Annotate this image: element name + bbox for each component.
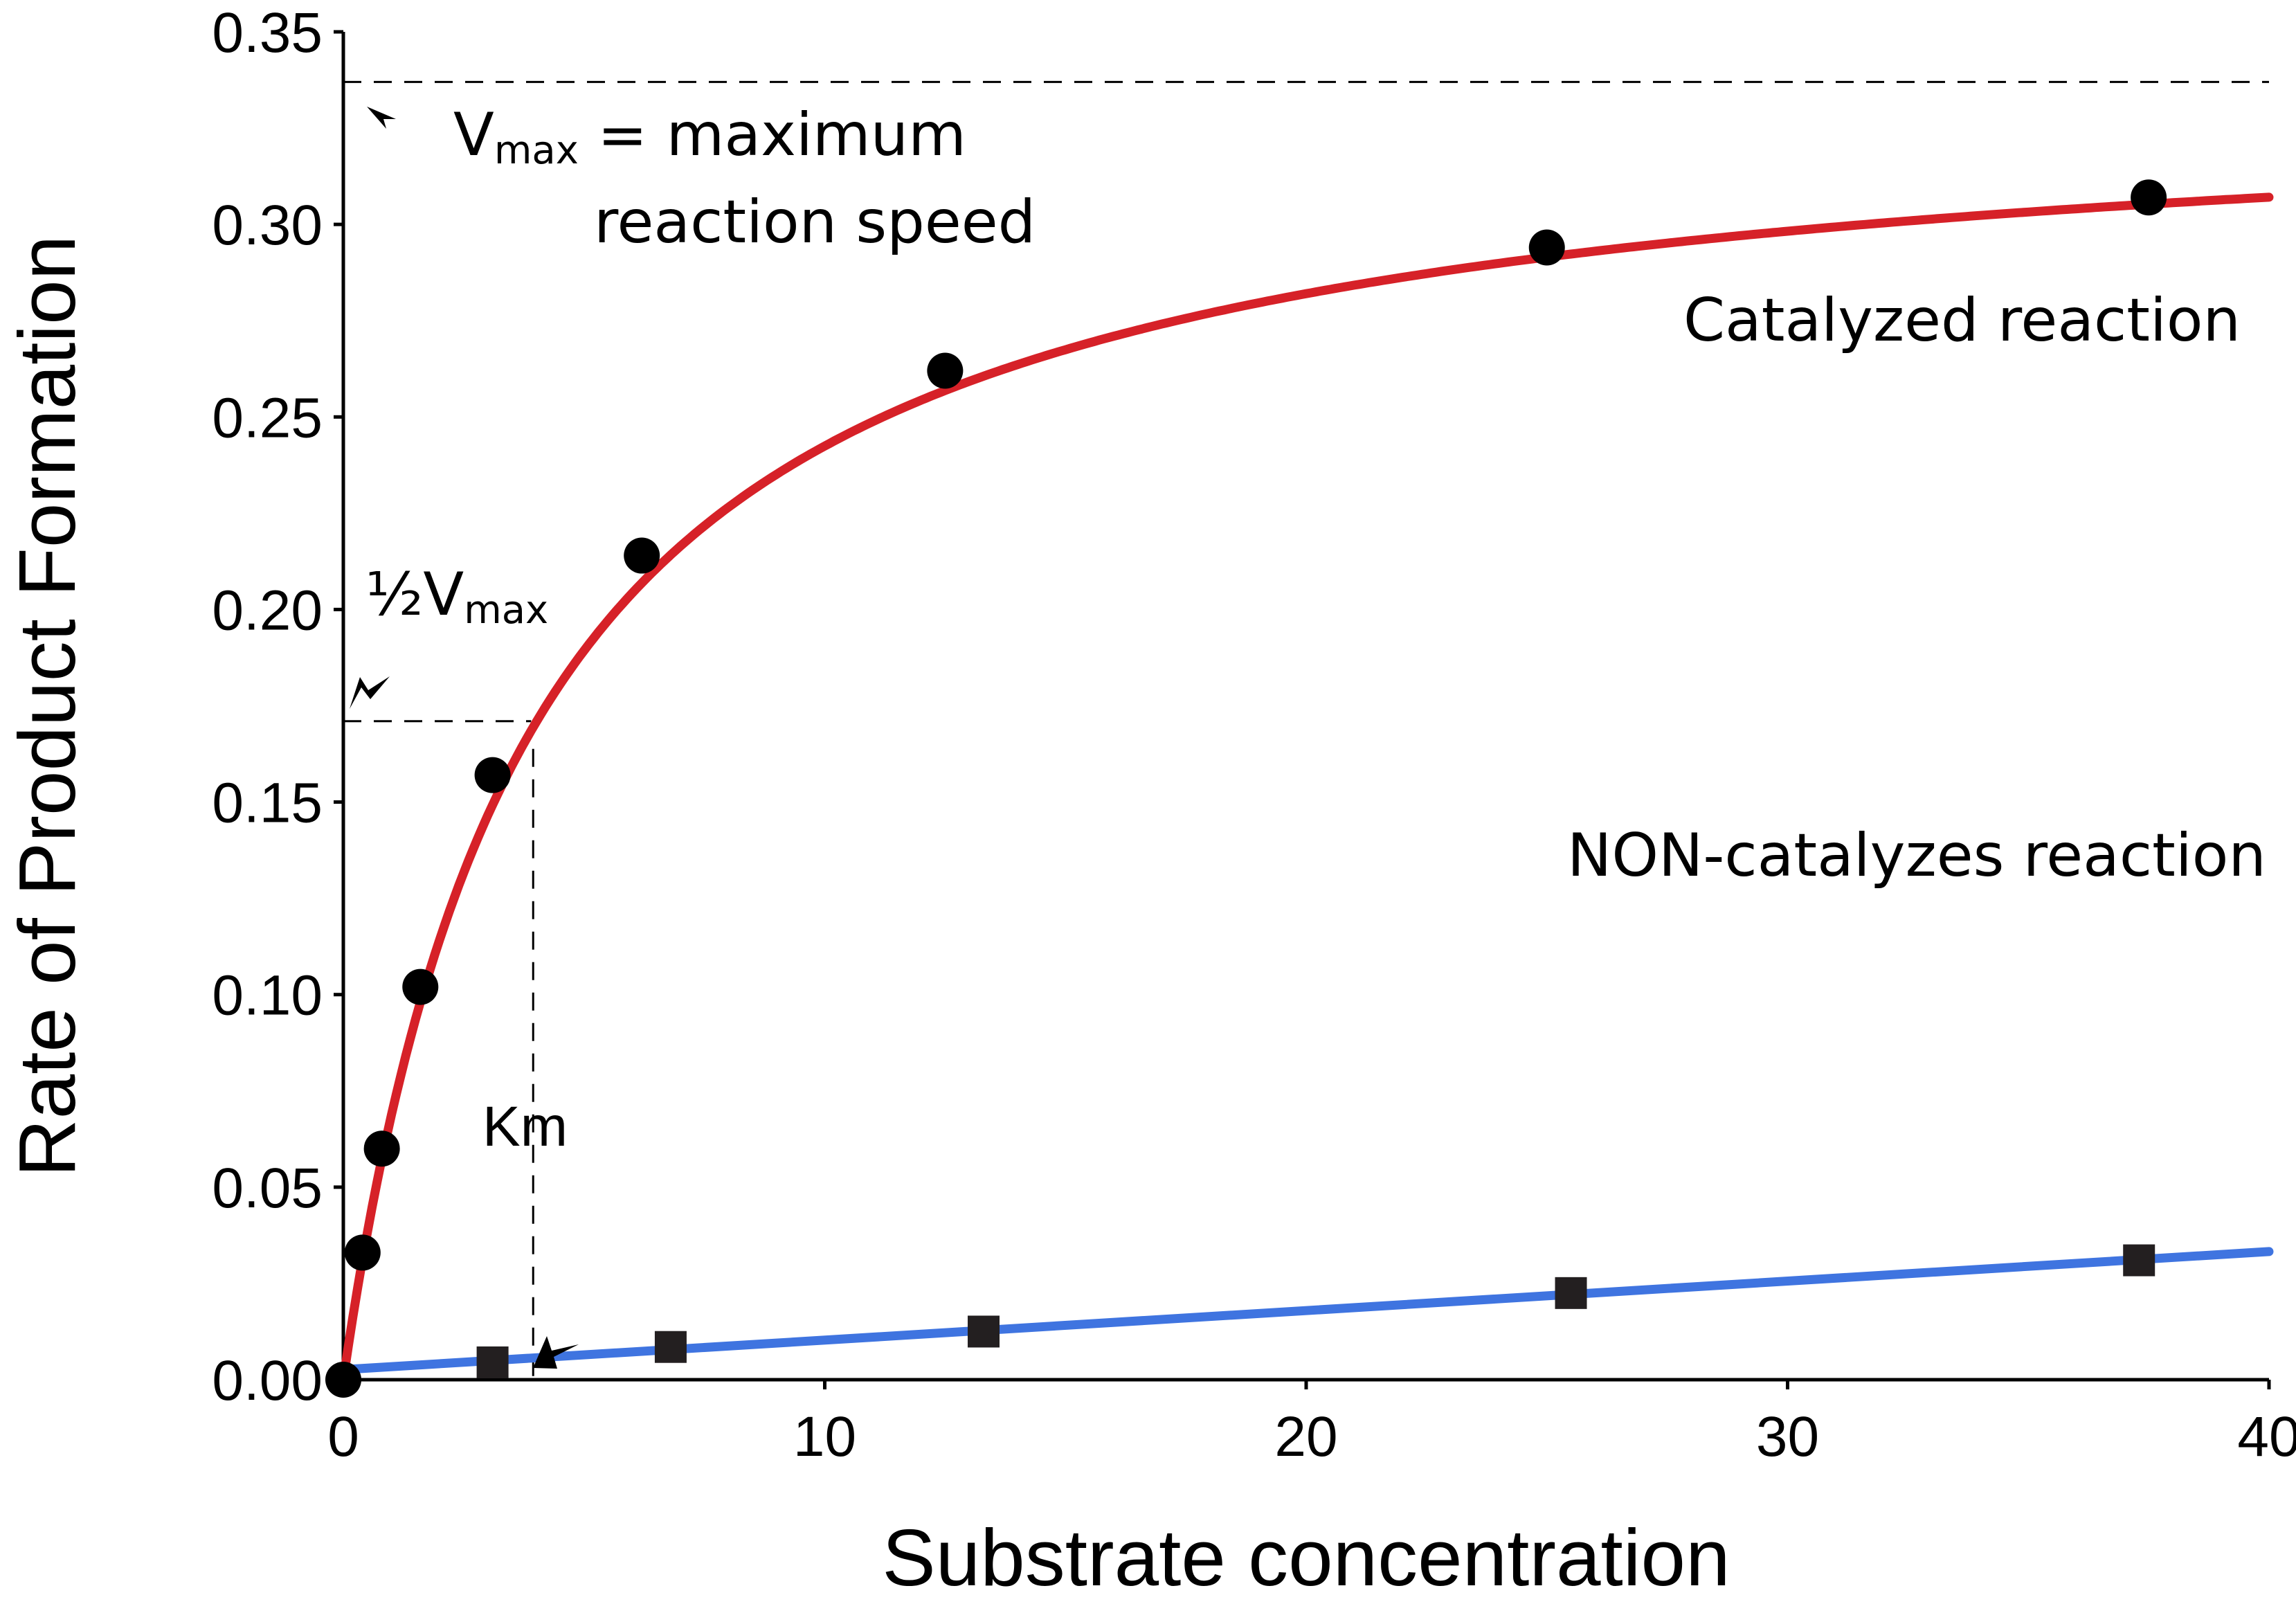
- data-markers: [325, 179, 2167, 1398]
- x-tick-label: 30: [1756, 1405, 1819, 1468]
- y-tick-label: 0.10: [212, 964, 323, 1027]
- vmax-label-line2: reaction speed: [594, 188, 1036, 257]
- half-vmax-label: ½Vmax: [365, 560, 548, 633]
- catalyzed-point: [927, 352, 964, 389]
- x-tick-label: 0: [327, 1405, 359, 1468]
- y-tick-label: 0.25: [212, 386, 323, 449]
- y-tick-label: 0.15: [212, 772, 323, 835]
- non-catalyzed-point: [476, 1346, 509, 1378]
- non-catalyzed-point: [2123, 1244, 2155, 1277]
- x-tick-label: 10: [793, 1405, 856, 1468]
- y-tick-label: 0.05: [212, 1157, 323, 1220]
- x-tick-label: 20: [1274, 1405, 1337, 1468]
- non-catalyzed-point: [654, 1331, 687, 1363]
- catalyzed-curve: [338, 192, 2274, 1385]
- legend-non-catalyzed: NON-catalyzes reaction: [1567, 821, 2266, 890]
- y-tick-label: 0.00: [212, 1349, 323, 1412]
- non-catalyzed-line: [338, 1247, 2274, 1374]
- y-tick-label: 0.20: [212, 579, 323, 642]
- reference-lines: [343, 80, 2269, 1380]
- km-arrow-icon: [533, 1336, 579, 1369]
- catalyzed-point: [402, 968, 439, 1005]
- km-label: Km: [482, 1095, 568, 1158]
- y-ticks: 0.00 0.05 0.10 0.15 0.20 0.25 0.30 0.35: [212, 1, 343, 1412]
- non-catalyzed-point: [968, 1315, 1000, 1348]
- half-vmax-arrow-icon: [350, 676, 390, 709]
- catalyzed-point: [344, 1234, 381, 1271]
- x-ticks: 0 10 20 30 40: [327, 1380, 2296, 1468]
- vmax-label: Vmax = maximum: [453, 100, 966, 173]
- y-axis-title: Rate of Product Formation: [2, 235, 92, 1177]
- annotation-arrows: [350, 107, 579, 1369]
- legend-catalyzed: Catalyzed reaction: [1683, 286, 2241, 355]
- catalyzed-point: [474, 757, 511, 793]
- vmax-arrow-icon: [367, 107, 396, 129]
- catalyzed-point: [624, 537, 660, 574]
- y-tick-label: 0.35: [212, 1, 323, 64]
- catalyzed-point: [1528, 229, 1565, 266]
- catalyzed-point: [363, 1130, 400, 1167]
- catalyzed-point: [325, 1362, 361, 1398]
- non-catalyzed-point: [1555, 1277, 1587, 1309]
- x-tick-label: 40: [2237, 1405, 2296, 1468]
- y-tick-label: 0.30: [212, 194, 323, 257]
- catalyzed-point: [2131, 179, 2167, 216]
- fitted-curves: [338, 192, 2274, 1385]
- x-axis-title: Substrate concentration: [882, 1513, 1730, 1603]
